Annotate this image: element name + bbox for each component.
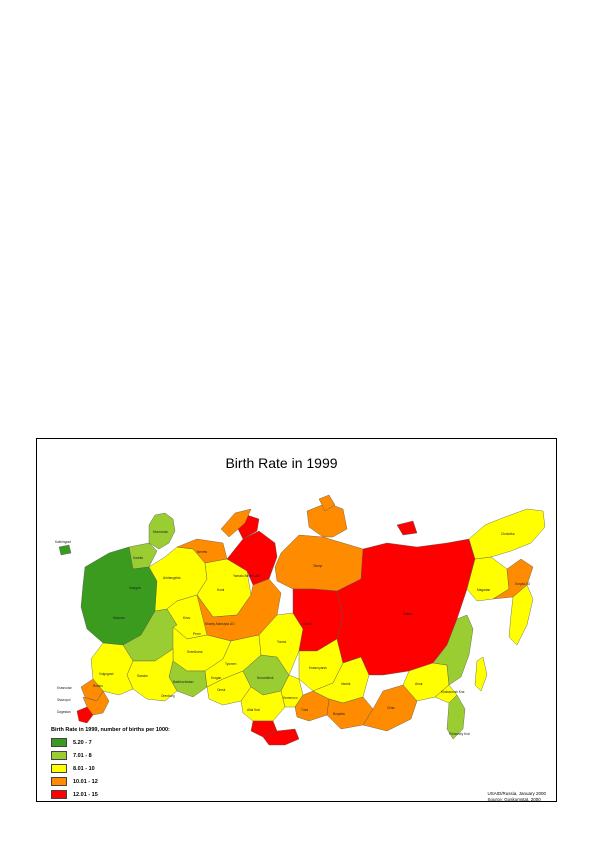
label-kurgan: Kurgan	[211, 676, 222, 680]
region-chukotka[interactable]	[468, 508, 546, 560]
region-krasnodar[interactable]	[80, 678, 104, 702]
region-sakha[interactable]	[336, 538, 476, 676]
map-frame: Birth Rate in 1999	[36, 438, 557, 802]
region-primorsky[interactable]	[446, 694, 466, 740]
label-krasnoyarsk: Krasnoyarsk	[309, 666, 327, 670]
label-yamal: Yamalo-Nenets AO	[233, 574, 261, 578]
legend-swatch	[51, 777, 67, 786]
region-novaya-zemlya[interactable]	[220, 508, 252, 538]
region-sakhalin[interactable]	[474, 656, 488, 692]
label-arkhangelsk: Arkhangelsk	[163, 576, 181, 580]
label-chita: Chita	[387, 706, 395, 710]
region-khabarovsk[interactable]	[432, 614, 474, 686]
label-dagestan: Dagestan	[57, 710, 71, 714]
label-amur: Amur	[415, 682, 424, 686]
region-kaliningrad[interactable]	[58, 544, 72, 556]
label-buryatia: Buryatia	[333, 712, 345, 716]
label-kamchatka: Koryak AO	[515, 582, 531, 586]
legend-swatch	[51, 764, 67, 773]
legend-item: 7.01 - 8	[51, 749, 170, 762]
label-altai: Altai Krai	[247, 708, 260, 712]
region-yamalo-nenets[interactable]	[226, 530, 278, 586]
legend-item: 12.01 - 15	[51, 788, 170, 801]
credit: USAID/Russia, January 2000 Source: Gosko…	[487, 791, 546, 803]
label-evenk: Evenk	[303, 622, 312, 626]
legend-title: Birth Rate in 1999, number of births per…	[51, 727, 170, 733]
label-saratov: Saratov	[137, 674, 148, 678]
legend-item: 5.20 - 7	[51, 736, 170, 749]
region-kamchatka[interactable]	[508, 584, 534, 646]
legend-label: 10.01 - 12	[73, 778, 98, 785]
legend-label: 12.01 - 15	[73, 791, 98, 798]
label-khanty: Khanty-Mansiysk AO	[205, 622, 235, 626]
label-kaliningrad: Kaliningrad	[55, 540, 71, 544]
region-dagestan[interactable]	[76, 706, 94, 724]
label-novosibirsk: Novosibirsk	[257, 676, 274, 680]
label-sakha: Sakha	[403, 612, 412, 616]
legend-swatch	[51, 751, 67, 760]
label-stavropol: Stavropol	[57, 698, 71, 702]
legend: Birth Rate in 1999, number of births per…	[51, 727, 170, 801]
legend-label: 7.01 - 8	[73, 752, 92, 759]
label-moscow: Moscow	[113, 616, 125, 620]
label-rostov: Rostov	[93, 684, 103, 688]
label-tuva: Tuva	[301, 708, 308, 712]
region-khakassia[interactable]	[262, 728, 300, 746]
label-magadan: Magadan	[477, 588, 491, 592]
legend-item: 10.01 - 12	[51, 775, 170, 788]
label-sverdlovsk: Sverdlovsk	[187, 650, 203, 654]
label-vologda: Vologda	[129, 586, 141, 590]
label-murmansk: Murmansk	[153, 530, 168, 534]
label-krasnodar: Krasnodar	[57, 686, 73, 690]
label-nenets: Nenets	[197, 550, 208, 554]
label-irkutsk: Irkutsk	[341, 682, 351, 686]
russia-map: Yamalo-Nenets AO Khanty-Mansiysk AO Even…	[55, 494, 546, 746]
legend-swatch	[51, 738, 67, 747]
label-primorsky: Primorsky Krai	[449, 732, 470, 736]
credit-line-1: USAID/Russia, January 2000	[487, 791, 546, 796]
label-khabarovsk: Khabarovsk Krai	[441, 690, 465, 694]
label-omsk: Omsk	[217, 688, 226, 692]
credit-line-2: Source: Goskomstat, 2000	[487, 797, 541, 802]
legend-label: 5.20 - 7	[73, 739, 92, 746]
label-karelia: Karelia	[133, 556, 143, 560]
label-chukotka: Chukotka	[501, 532, 515, 536]
label-bashkortostan: Bashkortostan	[173, 680, 194, 684]
label-orenburg: Orenburg	[161, 694, 175, 698]
region-severnaya-zemlya[interactable]	[318, 494, 336, 512]
region-new-siberian-islands[interactable]	[396, 520, 418, 536]
region-taimyr[interactable]	[274, 534, 364, 592]
label-perm: Perm	[193, 632, 201, 636]
label-kemerovo: Kemerovo	[283, 696, 298, 700]
legend-item: 8.01 - 10	[51, 762, 170, 775]
label-taimyr: Taimyr	[313, 564, 323, 568]
legend-swatch	[51, 790, 67, 799]
legend-label: 8.01 - 10	[73, 765, 95, 772]
label-kirov: Kirov	[183, 616, 191, 620]
label-tomsk: Tomsk	[277, 640, 287, 644]
region-buryatia[interactable]	[326, 696, 374, 730]
label-komi: Komi	[217, 588, 225, 592]
map-title: Birth Rate in 1999	[225, 455, 338, 471]
label-tyumen: Tyumen	[225, 662, 237, 666]
region-murmansk[interactable]	[148, 512, 176, 550]
region-labels: Yamalo-Nenets AO Khanty-Mansiysk AO Even…	[55, 530, 531, 736]
label-volgograd: Volgograd	[99, 672, 114, 676]
